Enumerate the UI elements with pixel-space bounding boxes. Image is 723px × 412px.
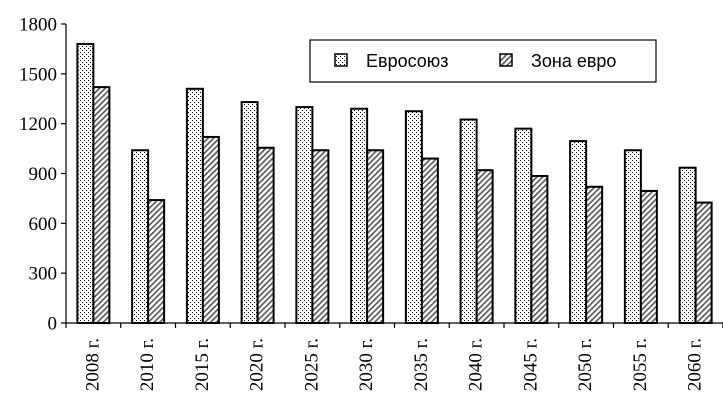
y-tick-label: 1200 [19, 114, 57, 135]
bar-euro-area [585, 185, 604, 324]
bar-eu [240, 101, 259, 324]
bar-euro-area [201, 135, 220, 324]
bar-eu [623, 149, 642, 324]
bar-euro-area [639, 189, 658, 324]
y-tick-label: 0 [48, 314, 58, 335]
y-tick-label: 900 [29, 164, 58, 185]
bar-eu [514, 127, 533, 324]
bar-euro-area [694, 201, 713, 324]
bar-euro-area [256, 146, 275, 324]
x-category-label: 2060 г. [685, 338, 706, 391]
x-category-label: 2045 г. [520, 338, 541, 391]
bar-euro-area [311, 149, 330, 324]
bar-eu [678, 166, 697, 324]
bar-eu [459, 118, 478, 324]
legend-swatch-eu [334, 53, 348, 67]
bar-euro-area [475, 169, 494, 324]
y-tick-label: 1800 [19, 15, 57, 36]
y-tick-label: 300 [29, 264, 58, 285]
bar-eu [569, 140, 588, 324]
bar-euro-area [530, 174, 549, 324]
x-category-label: 2035 г. [411, 338, 432, 391]
bar-euro-area [92, 86, 111, 324]
x-category-label: 2015 г. [192, 338, 213, 391]
legend-label-euro-area: Зона евро [531, 51, 616, 71]
legend-swatch-euro-area [499, 53, 513, 67]
bar-eu [131, 149, 150, 324]
x-category-label: 2008 г. [82, 338, 103, 391]
x-category-label: 2010 г. [137, 338, 158, 391]
x-category-label: 2055 г. [630, 338, 651, 391]
legend-label-eu: Евросоюз [366, 51, 449, 71]
bar-eu [295, 106, 314, 324]
y-tick-label: 600 [29, 214, 58, 235]
bar-euro-area [147, 199, 166, 324]
bar-eu [404, 110, 423, 325]
bar-eu [350, 107, 369, 325]
x-category-label: 2030 г. [356, 338, 377, 391]
legend-frame [309, 39, 657, 83]
x-category-label: 2040 г. [466, 338, 487, 391]
bar-eu [76, 42, 95, 325]
x-category-label: 2020 г. [247, 338, 268, 391]
x-category-label: 2050 г. [575, 338, 596, 391]
bar-eu [185, 87, 204, 324]
x-category-label: 2025 г. [301, 338, 322, 391]
y-tick-label: 1500 [19, 64, 57, 85]
chart-legend: Евросоюз Зона евро [309, 39, 657, 83]
bar-euro-area [366, 149, 385, 324]
bar-euro-area [420, 157, 439, 324]
